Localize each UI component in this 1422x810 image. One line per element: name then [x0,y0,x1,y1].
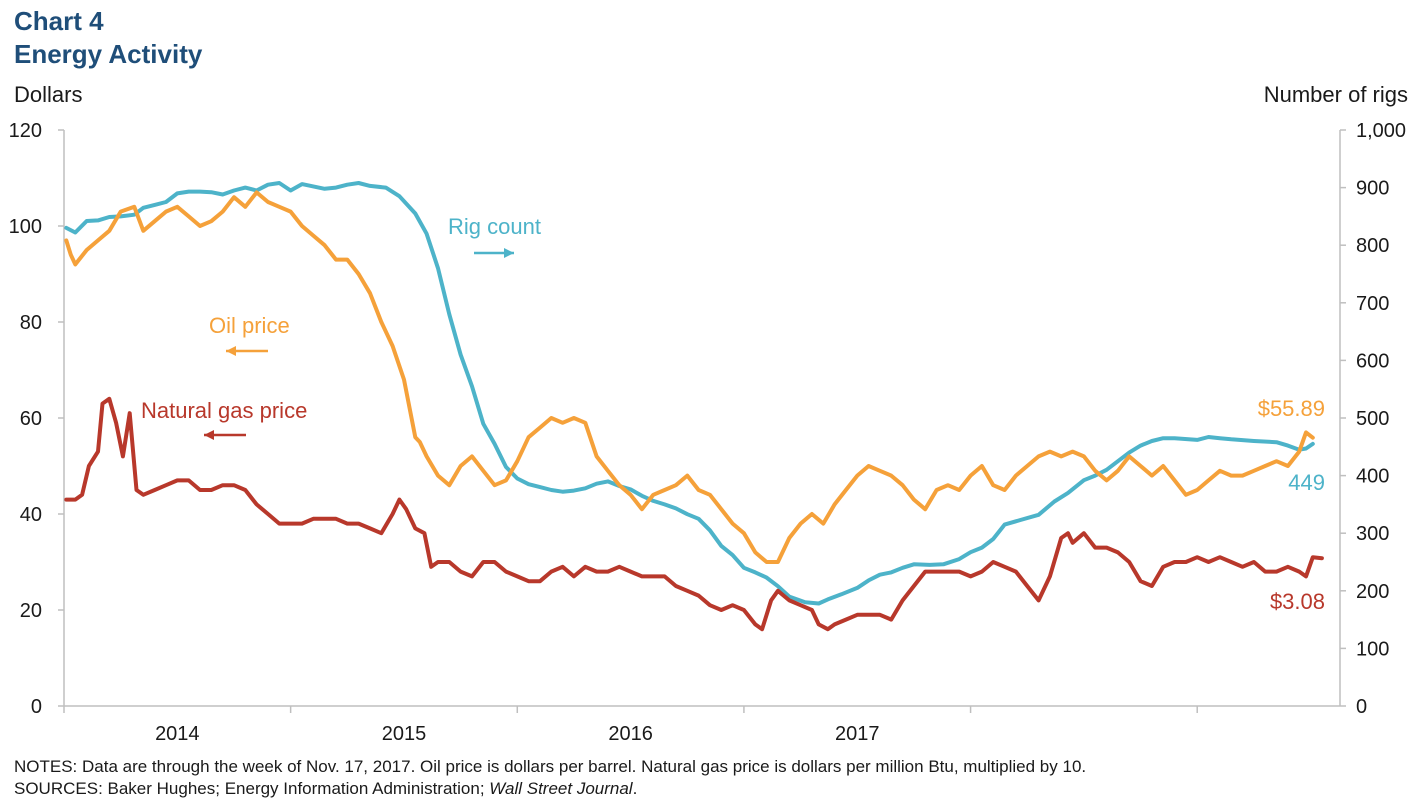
right-tick-label: 600 [1356,350,1389,372]
right-axis-title: Number of rigs [1263,82,1408,107]
left-tick-label: 40 [20,504,42,526]
right-tick-label: 100 [1356,638,1389,660]
rig-count-arrow [474,248,514,258]
right-tick-label: 1,000 [1356,120,1406,142]
sources-italic: Wall Street Journal [489,779,633,798]
left-tick-label: 20 [20,600,42,622]
rig-count-label: Rig count [448,214,541,239]
natural-gas-price-label: Natural gas price [141,398,307,423]
left-tick-label: 60 [20,408,42,430]
energy-activity-chart: 0 20 40 60 80 100 120 0 100 200 300 400 500 600 700 800… [9,120,1406,745]
left-tick-label: 0 [31,696,42,718]
right-tick-label: 400 [1356,466,1389,488]
x-tick-label: 2015 [382,723,427,745]
right-tick-label: 500 [1356,408,1389,430]
sources-prefix: SOURCES: Baker Hughes; Energy Informatio… [14,779,490,798]
oil-price-label: Oil price [209,313,290,338]
left-axis-title: Dollars [14,82,83,107]
right-tick-label: 800 [1356,235,1389,257]
series-line-natural-gas-price [64,396,1324,632]
left-tick-label: 120 [9,120,42,142]
x-tick-label: 2016 [608,723,653,745]
labels-layer: Rig count Oil price Natural gas price $55.8… [141,214,1325,614]
oil-price-end-value: $55.89 [1258,396,1325,421]
right-tick-label: 900 [1356,178,1389,200]
axes: 0 20 40 60 80 100 120 0 100 200 300 400 500 600 700 800… [9,120,1406,745]
right-tick-label: 200 [1356,581,1389,603]
series-line-rig-count [64,181,1315,606]
right-tick-label: 300 [1356,523,1389,545]
chart-number: Chart 4 [14,6,104,36]
x-tick-label: 2014 [155,723,200,745]
oil-price-arrow-head [226,346,236,356]
x-tick-label: 2017 [835,723,880,745]
sources-text: SOURCES: Baker Hughes; Energy Informatio… [14,778,637,800]
series-layer [64,181,1324,632]
natural-gas-price-arrow [204,430,246,440]
natural-gas-end-value: $3.08 [1270,589,1325,614]
right-tick-label: 700 [1356,293,1389,315]
chart-title: Energy Activity [14,39,203,69]
notes-text: NOTES: Data are through the week of Nov.… [14,757,1087,776]
left-tick-label: 80 [20,312,42,334]
series-line-oil-price [64,190,1315,564]
rig-count-end-value: 449 [1288,470,1325,495]
left-tick-label: 100 [9,216,42,238]
right-tick-label: 0 [1356,696,1367,718]
rig-count-arrow-head [504,248,514,258]
sources-suffix: . [632,779,638,798]
natural-gas-price-arrow-head [204,430,214,440]
oil-price-arrow [226,346,268,356]
